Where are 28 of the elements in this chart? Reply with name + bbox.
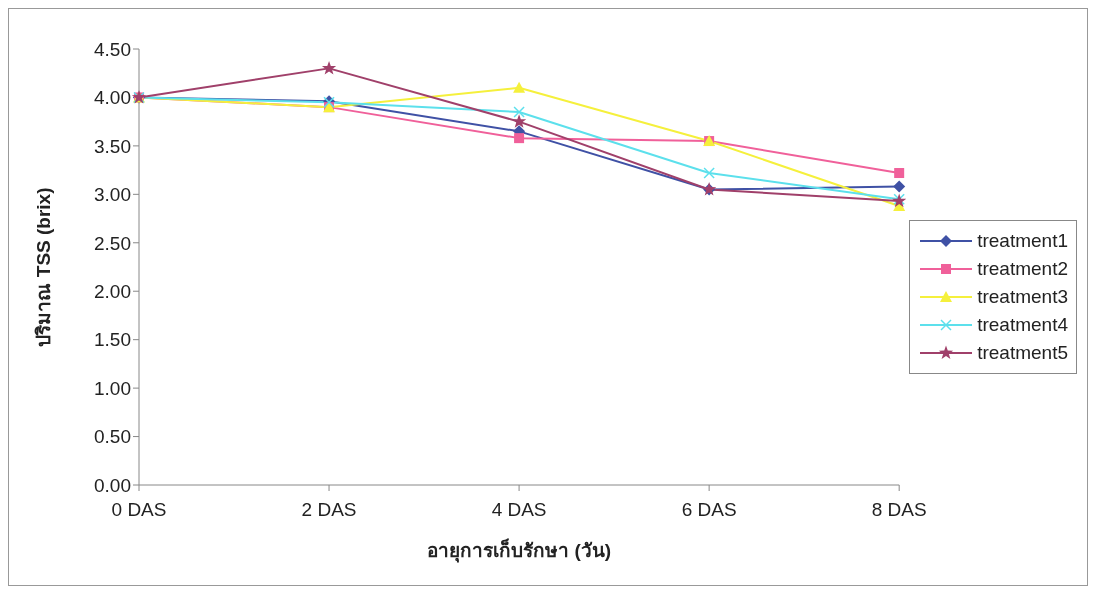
point	[893, 180, 906, 193]
legend-label: treatment4	[977, 314, 1068, 336]
y-tick-label: 4.50	[94, 38, 131, 60]
point	[511, 114, 527, 128]
point	[513, 81, 526, 93]
y-tick-label: 2.00	[94, 280, 131, 302]
y-tick-label: 0.00	[94, 474, 131, 496]
x-axis-title: อายุการเก็บรักษา (วัน)	[427, 538, 612, 563]
x-tick-label: 0 DAS	[111, 499, 167, 521]
legend-label: treatment2	[977, 258, 1068, 280]
x-tick-label: 6 DAS	[681, 499, 737, 521]
y-axis-title: ปริมาณ TSS (brix)	[32, 187, 54, 347]
x-tick-label: 4 DAS	[491, 499, 547, 521]
legend-label: treatment5	[977, 342, 1068, 364]
y-tick-label: 3.50	[94, 135, 131, 157]
y-tick-label: 2.50	[94, 232, 131, 254]
legend-label: treatment3	[977, 286, 1068, 308]
y-tick-label: 1.50	[94, 329, 131, 351]
y-tick-label: 0.50	[94, 426, 131, 448]
y-tick-label: 4.00	[94, 87, 131, 109]
legend-label: treatment1	[977, 230, 1068, 252]
point	[321, 60, 337, 75]
x-tick-label: 8 DAS	[871, 499, 927, 521]
x-tick-label: 2 DAS	[301, 499, 357, 521]
point	[894, 168, 905, 179]
y-tick-label: 1.00	[94, 377, 131, 399]
point	[514, 133, 525, 144]
y-tick-label: 3.00	[94, 184, 131, 206]
